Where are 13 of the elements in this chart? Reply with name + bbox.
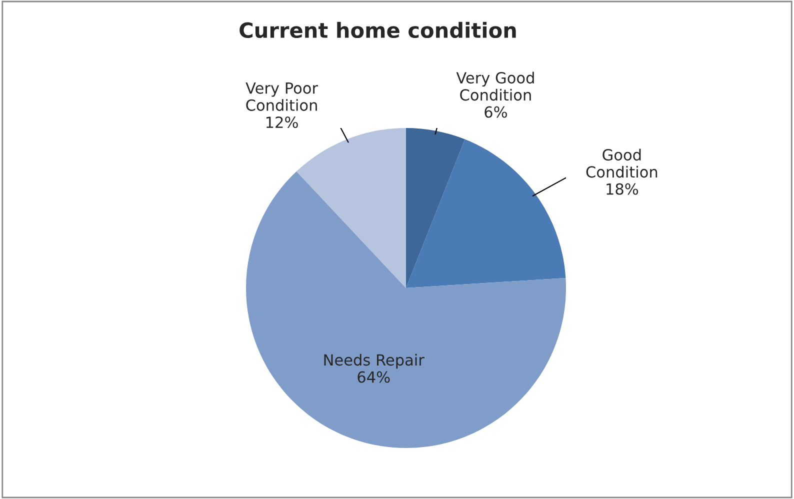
data-label: 12% bbox=[266, 116, 298, 128]
data-label: 18% bbox=[606, 183, 638, 195]
chart-title: Current home condition bbox=[240, 22, 516, 38]
pie-slice bbox=[406, 128, 465, 288]
pie-slice bbox=[296, 128, 406, 288]
slice-label: Very Poor Condition bbox=[246, 82, 318, 111]
slice-label: Very Good Condition bbox=[456, 72, 534, 101]
pie-slice bbox=[406, 139, 566, 288]
data-label: 6% bbox=[484, 106, 507, 118]
slice-label: Needs Repair bbox=[324, 354, 424, 369]
data-label: 64% bbox=[358, 371, 390, 383]
slice-label: Good Condition bbox=[586, 148, 658, 178]
pie-slice bbox=[246, 171, 566, 448]
